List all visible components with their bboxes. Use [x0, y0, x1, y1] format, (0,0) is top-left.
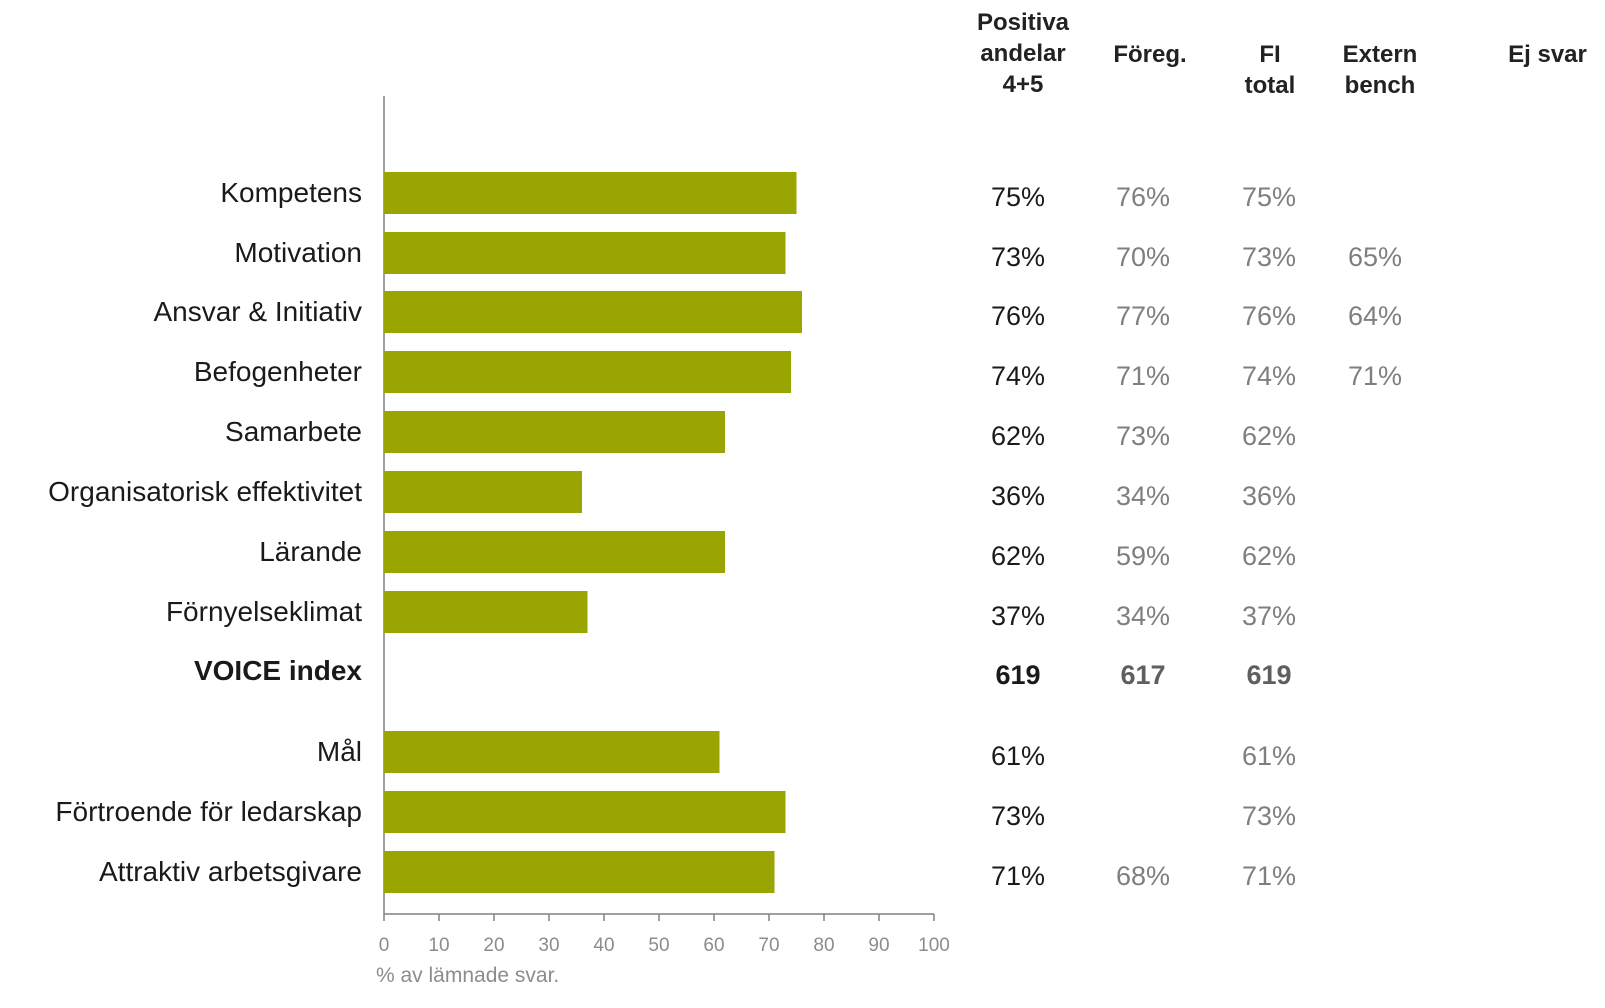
prev-value: 59% [1116, 541, 1170, 571]
x-tick-label: 10 [428, 935, 449, 956]
fi-total-value: 73% [1242, 801, 1296, 831]
extern-value: 64% [1348, 301, 1402, 331]
extern-value: 65% [1348, 242, 1402, 272]
fi-total-value: 75% [1242, 182, 1296, 212]
x-axis-label: % av lämnade svar. [376, 964, 559, 987]
category-label: Kompetens [220, 177, 362, 208]
category-label: Lärande [259, 536, 362, 567]
header-fi-total: FI total [1244, 41, 1296, 99]
x-tick-label: 90 [868, 935, 889, 956]
bar [384, 851, 775, 893]
category-label: Mål [317, 736, 362, 767]
bar [384, 411, 725, 453]
x-tick-label: 80 [813, 935, 834, 956]
category-label: Förnyelseklimat [166, 596, 362, 627]
prev-value: 71% [1116, 361, 1170, 391]
bar [384, 172, 797, 214]
category-label: Befogenheter [194, 356, 362, 387]
prev-value: 70% [1116, 242, 1170, 272]
extern-value: 71% [1348, 361, 1402, 391]
prev-value: 617 [1120, 660, 1165, 690]
prev-value: 34% [1116, 481, 1170, 511]
positive-value: 62% [991, 541, 1045, 571]
fi-total-value: 74% [1242, 361, 1296, 391]
positive-value: 71% [991, 861, 1045, 891]
positive-value: 73% [991, 242, 1045, 272]
x-tick-label: 100 [918, 935, 950, 956]
positive-value: 61% [991, 741, 1045, 771]
x-tick-label: 60 [703, 935, 724, 956]
category-label: VOICE index [194, 655, 362, 686]
prev-value: 77% [1116, 301, 1170, 331]
category-label: Motivation [234, 237, 362, 268]
header-no-answer: Ej svar [1508, 41, 1587, 68]
header-prev: Föreg. [1113, 41, 1187, 68]
category-label: Förtroende för ledarskap [55, 796, 362, 827]
x-tick-label: 50 [648, 935, 669, 956]
fi-total-value: 37% [1242, 601, 1296, 631]
bar [384, 232, 786, 274]
fi-total-value: 62% [1242, 421, 1296, 451]
positive-value: 36% [991, 481, 1045, 511]
bar [384, 291, 802, 333]
category-label: Ansvar & Initiativ [153, 296, 362, 327]
prev-value: 68% [1116, 861, 1170, 891]
bar [384, 351, 791, 393]
bar [384, 731, 720, 773]
x-tick-label: 30 [538, 935, 559, 956]
x-tick-label: 70 [758, 935, 779, 956]
bar [384, 791, 786, 833]
category-label: Attraktiv arbetsgivare [99, 856, 362, 887]
x-tick-label: 20 [483, 935, 504, 956]
bar [384, 591, 588, 633]
fi-total-value: 73% [1242, 242, 1296, 272]
category-label: Organisatorisk effektivitet [48, 476, 362, 507]
fi-total-value: 61% [1242, 741, 1296, 771]
bar [384, 471, 582, 513]
positive-value: 74% [991, 361, 1045, 391]
positive-value: 76% [991, 301, 1045, 331]
fi-total-value: 71% [1242, 861, 1296, 891]
fi-total-value: 619 [1246, 660, 1291, 690]
fi-total-value: 76% [1242, 301, 1296, 331]
category-label: Samarbete [225, 416, 362, 447]
fi-total-value: 62% [1242, 541, 1296, 571]
x-tick-label: 0 [379, 935, 390, 956]
fi-total-value: 36% [1242, 481, 1296, 511]
positive-value: 75% [991, 182, 1045, 212]
header-positive: Positiva andelar 4+5 [976, 9, 1070, 98]
bar [384, 531, 725, 573]
positive-value: 62% [991, 421, 1045, 451]
x-tick-label: 40 [593, 935, 614, 956]
positive-value: 37% [991, 601, 1045, 631]
positive-value: 73% [991, 801, 1045, 831]
prev-value: 73% [1116, 421, 1170, 451]
prev-value: 34% [1116, 601, 1170, 631]
positive-value: 619 [995, 660, 1040, 690]
header-extern: Extern bench [1342, 41, 1418, 99]
prev-value: 76% [1116, 182, 1170, 212]
